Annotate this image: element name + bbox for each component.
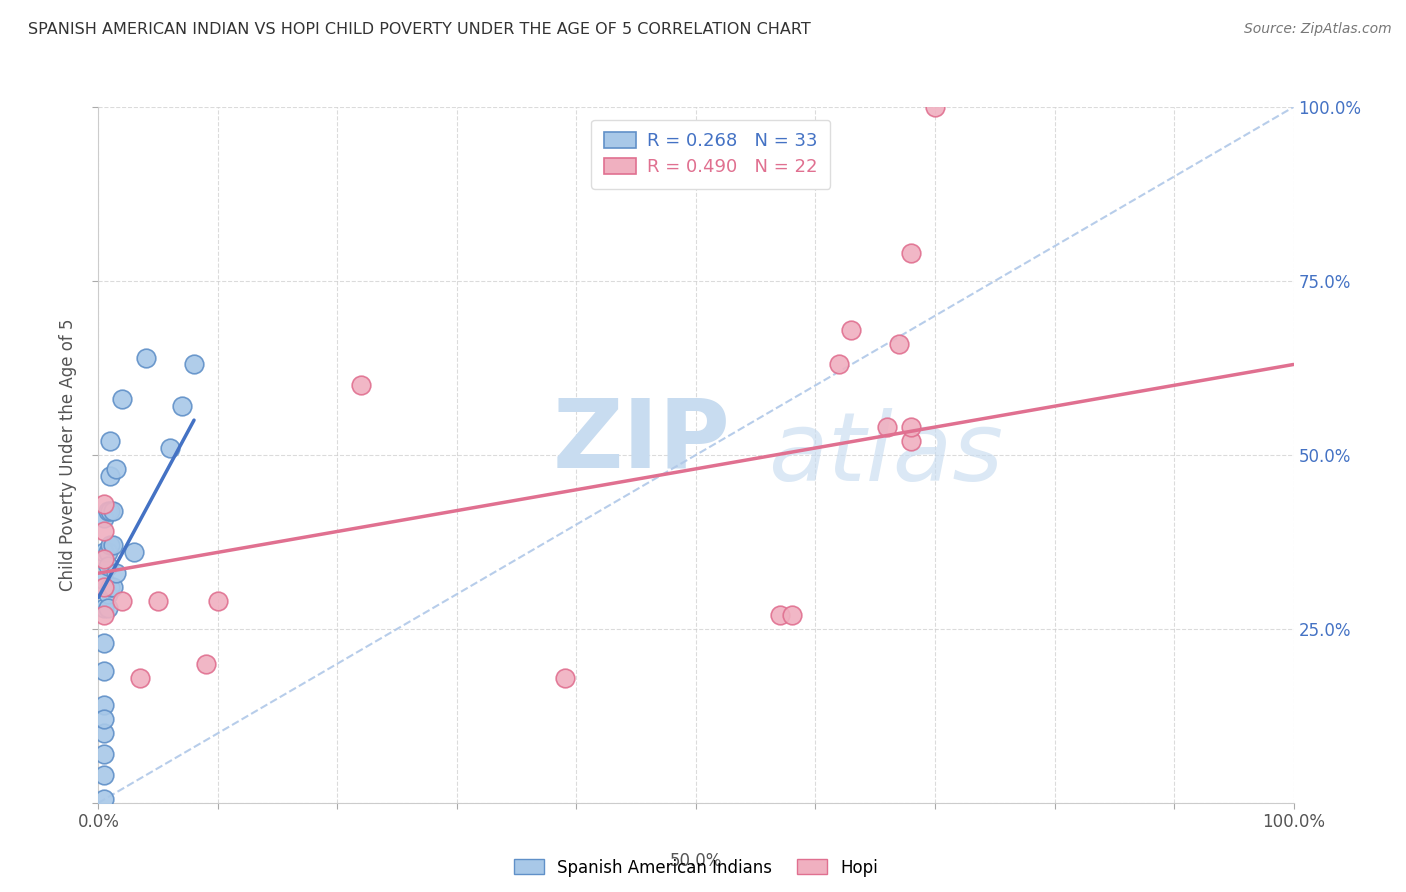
Point [101, 503, 124, 517]
Point [97, 545, 120, 559]
Point [554, 671, 576, 685]
Point [900, 420, 922, 434]
Point [780, 607, 803, 622]
Point [98, 580, 122, 594]
Point [129, 671, 152, 685]
Point [93, 607, 115, 622]
Point [194, 657, 218, 671]
Point [93, 747, 115, 761]
Text: 50.0%: 50.0% [669, 852, 723, 870]
Point [876, 420, 898, 434]
Point [93, 545, 115, 559]
Point [93, 510, 115, 524]
Point [98, 538, 122, 552]
Legend: Spanish American Indians, Hopi: Spanish American Indians, Hopi [505, 850, 887, 885]
Point [93, 573, 115, 587]
Point [97, 503, 120, 517]
Point [900, 246, 922, 260]
Point [93, 497, 115, 511]
Point [93, 698, 115, 713]
Point [101, 580, 124, 594]
Point [159, 441, 181, 455]
Point [105, 566, 128, 581]
Point [828, 358, 851, 372]
Point [148, 594, 170, 608]
Point [105, 462, 128, 476]
Point [93, 712, 115, 726]
Point [124, 545, 146, 559]
Point [111, 594, 134, 608]
Point [97, 601, 120, 615]
Point [111, 392, 134, 407]
Point [93, 768, 115, 782]
Point [172, 399, 194, 413]
Point [97, 559, 120, 574]
Point [93, 552, 115, 566]
Point [98, 503, 122, 517]
Text: ZIP: ZIP [553, 394, 731, 488]
Point [93, 636, 115, 650]
Point [183, 358, 205, 372]
Point [350, 378, 373, 392]
Point [924, 100, 946, 114]
Point [98, 468, 122, 483]
Point [93, 580, 115, 594]
Point [93, 792, 115, 806]
Point [97, 587, 120, 601]
Point [841, 323, 863, 337]
Point [93, 524, 115, 539]
Point [93, 664, 115, 678]
Text: atlas: atlas [768, 409, 1002, 501]
Text: Source: ZipAtlas.com: Source: ZipAtlas.com [1244, 22, 1392, 37]
Point [768, 607, 790, 622]
Point [98, 434, 122, 448]
Y-axis label: Child Poverty Under the Age of 5: Child Poverty Under the Age of 5 [59, 318, 77, 591]
Point [135, 351, 157, 365]
Point [900, 434, 922, 448]
Point [889, 336, 911, 351]
Text: SPANISH AMERICAN INDIAN VS HOPI CHILD POVERTY UNDER THE AGE OF 5 CORRELATION CHA: SPANISH AMERICAN INDIAN VS HOPI CHILD PO… [28, 22, 811, 37]
Point [101, 538, 124, 552]
Point [93, 601, 115, 615]
Point [93, 726, 115, 740]
Point [207, 594, 229, 608]
